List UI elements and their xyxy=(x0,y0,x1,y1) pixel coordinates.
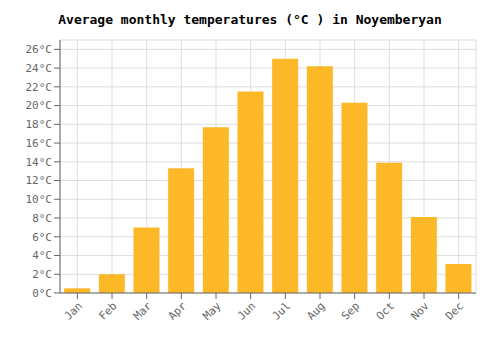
html-text:Average monthly temperatures (: Average monthly temperatures (°C ) in No… xyxy=(58,12,442,27)
svg-text:Jun: Jun xyxy=(235,299,258,322)
svg-text:Apr: Apr xyxy=(166,299,190,323)
svg-text:8°C: 8°C xyxy=(32,212,52,225)
svg-text:24°C: 24°C xyxy=(26,62,53,75)
svg-text:12°C: 12°C xyxy=(26,174,53,187)
svg-text:6°C: 6°C xyxy=(32,231,52,244)
svg-text:2°C: 2°C xyxy=(32,268,52,281)
svg-text:May: May xyxy=(200,299,224,323)
svg-text:Jul: Jul xyxy=(270,299,293,322)
svg-text:Feb: Feb xyxy=(96,299,119,322)
svg-text:Sep: Sep xyxy=(339,299,362,322)
svg-text:Oct: Oct xyxy=(374,299,397,322)
svg-text:0°C: 0°C xyxy=(32,287,52,300)
svg-text:Aug: Aug xyxy=(304,299,327,322)
svg-text:10°C: 10°C xyxy=(26,193,53,206)
svg-text:22°C: 22°C xyxy=(26,81,53,94)
svg-text:Mar: Mar xyxy=(131,299,155,323)
svg-text:18°C: 18°C xyxy=(26,118,53,131)
svg-text:Dec: Dec xyxy=(443,299,466,322)
svg-text:4°C: 4°C xyxy=(32,249,52,262)
svg-text:14°C: 14°C xyxy=(26,156,53,169)
svg-text:26°C: 26°C xyxy=(26,43,53,56)
svg-text:Nov: Nov xyxy=(408,299,432,323)
svg-text:16°C: 16°C xyxy=(26,137,53,150)
svg-text:Jan: Jan xyxy=(62,299,85,322)
svg-text:20°C: 20°C xyxy=(26,99,53,112)
